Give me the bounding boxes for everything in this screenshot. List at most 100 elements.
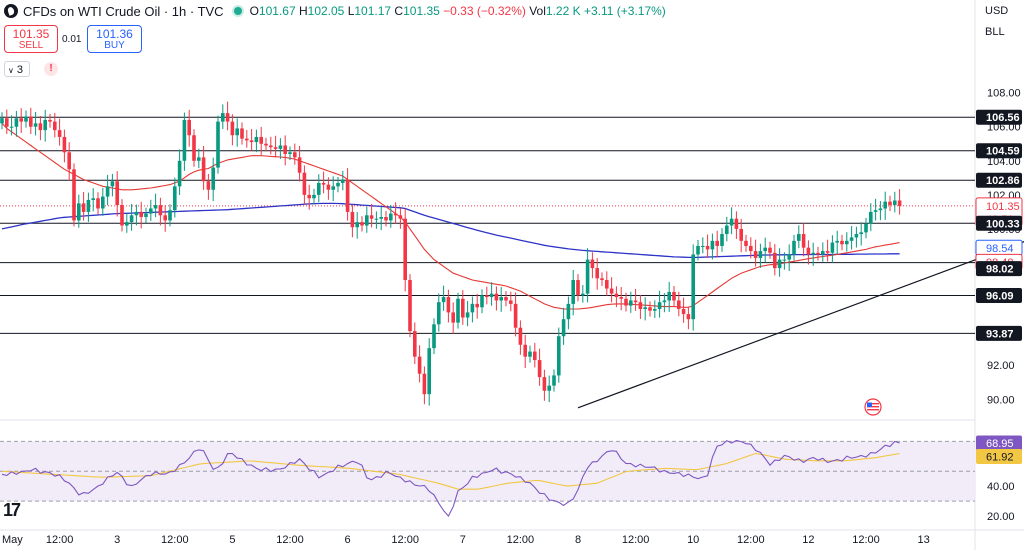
sell-label: SELL xyxy=(18,40,44,51)
change-value: −0.33 (−0.32%) xyxy=(443,4,526,18)
rsi-value-label-bg xyxy=(976,448,1022,464)
candle-body xyxy=(869,211,873,224)
alert-icon[interactable]: ! xyxy=(44,62,58,76)
candle-body xyxy=(197,157,201,161)
candle-body xyxy=(629,300,633,306)
candle-body xyxy=(86,199,91,212)
symbol-title[interactable]: CFDs on WTI Crude Oil · 1h · TVC xyxy=(23,3,224,19)
candle-body xyxy=(830,242,835,253)
candle-body xyxy=(758,251,763,258)
ohlc-readout: O101.67 H102.05 L101.17 C101.35 −0.33 (−… xyxy=(250,4,666,18)
candle-body xyxy=(854,234,859,238)
candle-body xyxy=(29,116,33,127)
price-label: 96.09 xyxy=(976,288,1022,304)
candle-body xyxy=(365,215,369,226)
close-label: C xyxy=(394,4,404,18)
low-label: L xyxy=(347,4,355,18)
indicators-toggle[interactable]: ∨ 3 xyxy=(4,61,30,77)
candle-body xyxy=(715,240,719,246)
candle-body xyxy=(149,208,153,214)
price-label: 100.33 xyxy=(976,215,1022,231)
time-tick-label: 12:00 xyxy=(507,534,535,546)
candle-body xyxy=(768,247,772,253)
candle-body xyxy=(859,232,863,235)
candle-body xyxy=(595,268,599,279)
time-tick-label: 6 xyxy=(345,534,351,546)
time-tick-label: 12:00 xyxy=(161,534,189,546)
ma-fast-line xyxy=(1,122,900,310)
candle-body xyxy=(475,303,479,308)
unit-button[interactable]: BLL xyxy=(985,26,1005,38)
candle-body xyxy=(336,182,340,187)
candle-body xyxy=(561,319,566,337)
candle-body xyxy=(230,121,235,136)
symbol-header: CFDs on WTI Crude Oil · 1h · TVC O101.67… xyxy=(0,0,975,22)
price-label-text: 98.02 xyxy=(986,264,1014,276)
candle-body xyxy=(504,297,508,301)
open-label: O xyxy=(249,4,259,18)
candle-body xyxy=(888,201,892,206)
candle-body xyxy=(403,218,407,281)
candle-body xyxy=(725,225,729,235)
candle-body xyxy=(293,152,297,158)
candle-body xyxy=(177,160,182,187)
candle-body xyxy=(792,240,796,255)
candle-body xyxy=(384,217,388,221)
rsi-value-label-text: 61.92 xyxy=(986,451,1014,463)
candle-body xyxy=(413,331,417,357)
candle-body xyxy=(840,240,844,245)
sell-button[interactable]: 101.35 SELL xyxy=(4,25,58,53)
candle-body xyxy=(355,222,359,228)
candle-body xyxy=(321,182,326,185)
candle-body xyxy=(422,373,427,395)
candle-body xyxy=(691,254,695,320)
candle-body xyxy=(470,303,475,313)
time-tick-label: 12:00 xyxy=(622,534,650,546)
candle-body xyxy=(662,300,667,303)
candle-body xyxy=(494,293,499,301)
price-label-bg xyxy=(976,109,1022,125)
candle-body xyxy=(465,312,470,318)
price-label-text: 106.56 xyxy=(986,112,1020,124)
candle-body xyxy=(686,314,691,320)
candle-body xyxy=(878,208,883,211)
sell-price: 101.35 xyxy=(12,27,50,41)
candle-body xyxy=(379,217,383,219)
candle-body xyxy=(235,128,239,136)
candle-body xyxy=(225,113,230,122)
candle-body xyxy=(571,280,575,304)
candle-body xyxy=(221,113,225,122)
candle-body xyxy=(461,298,465,318)
us-flag-event-icon[interactable] xyxy=(862,398,884,416)
rsi-value-label-bg xyxy=(976,435,1022,451)
candle-body xyxy=(705,245,710,250)
candle-body xyxy=(509,300,513,304)
candle-body xyxy=(129,215,134,223)
candle-body xyxy=(331,186,335,190)
candle-body xyxy=(499,297,503,301)
buy-button[interactable]: 101.36 BUY xyxy=(87,25,142,53)
price-tick-label: 106.00 xyxy=(987,122,1021,134)
buy-label: BUY xyxy=(104,40,125,51)
candle-body xyxy=(485,295,489,298)
candle-body xyxy=(9,126,14,128)
time-tick-label: 8 xyxy=(575,534,581,546)
indicators-count: 3 xyxy=(16,64,24,76)
candle-body xyxy=(408,280,412,332)
rsi-tick-label: 20.00 xyxy=(987,511,1015,523)
market-open-dot-icon xyxy=(233,7,242,15)
candle-body xyxy=(864,223,868,233)
candle-body xyxy=(528,351,532,357)
price-label-bg xyxy=(976,172,1022,188)
candle-body xyxy=(96,198,100,209)
candle-body xyxy=(432,324,436,349)
candle-body xyxy=(624,298,628,306)
currency-button[interactable]: USD xyxy=(985,5,1009,17)
price-label: 102.86 xyxy=(976,172,1022,188)
candle-body xyxy=(552,375,556,386)
candle-body xyxy=(345,179,350,212)
candle-body xyxy=(14,118,19,127)
candle-body xyxy=(657,302,662,309)
candle-body xyxy=(182,119,187,161)
